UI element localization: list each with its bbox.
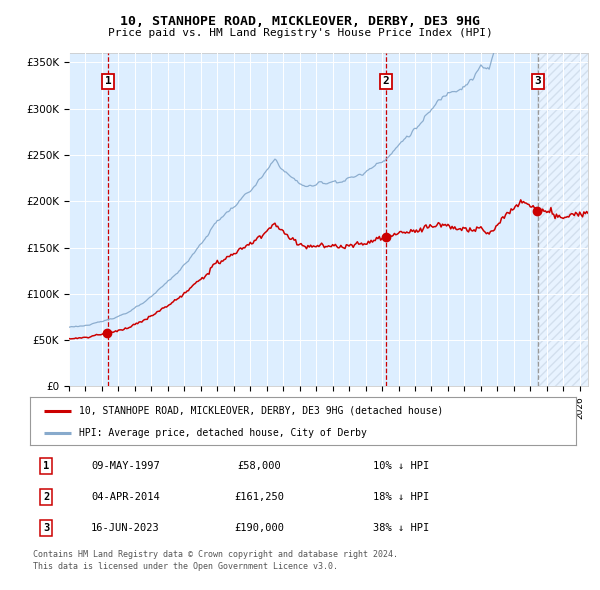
Text: 38% ↓ HPI: 38% ↓ HPI [373, 523, 430, 533]
Text: HPI: Average price, detached house, City of Derby: HPI: Average price, detached house, City… [79, 428, 367, 438]
Text: 10% ↓ HPI: 10% ↓ HPI [373, 461, 430, 471]
Text: 10, STANHOPE ROAD, MICKLEOVER, DERBY, DE3 9HG (detached house): 10, STANHOPE ROAD, MICKLEOVER, DERBY, DE… [79, 405, 443, 415]
Text: 16-JUN-2023: 16-JUN-2023 [91, 523, 160, 533]
Text: 1: 1 [43, 461, 50, 471]
Text: 18% ↓ HPI: 18% ↓ HPI [373, 492, 430, 502]
Text: £190,000: £190,000 [235, 523, 284, 533]
Text: 10, STANHOPE ROAD, MICKLEOVER, DERBY, DE3 9HG: 10, STANHOPE ROAD, MICKLEOVER, DERBY, DE… [120, 15, 480, 28]
Text: 3: 3 [535, 77, 541, 86]
Text: Price paid vs. HM Land Registry's House Price Index (HPI): Price paid vs. HM Land Registry's House … [107, 28, 493, 38]
Text: £58,000: £58,000 [238, 461, 281, 471]
Text: 3: 3 [43, 523, 50, 533]
Text: 09-MAY-1997: 09-MAY-1997 [91, 461, 160, 471]
Text: 04-APR-2014: 04-APR-2014 [91, 492, 160, 502]
Bar [537, 53, 596, 386]
Text: 2: 2 [43, 492, 50, 502]
Text: 2: 2 [383, 77, 389, 86]
Text: Contains HM Land Registry data © Crown copyright and database right 2024.: Contains HM Land Registry data © Crown c… [33, 550, 398, 559]
Text: 1: 1 [104, 77, 112, 86]
Text: This data is licensed under the Open Government Licence v3.0.: This data is licensed under the Open Gov… [33, 562, 338, 571]
Text: £161,250: £161,250 [235, 492, 284, 502]
